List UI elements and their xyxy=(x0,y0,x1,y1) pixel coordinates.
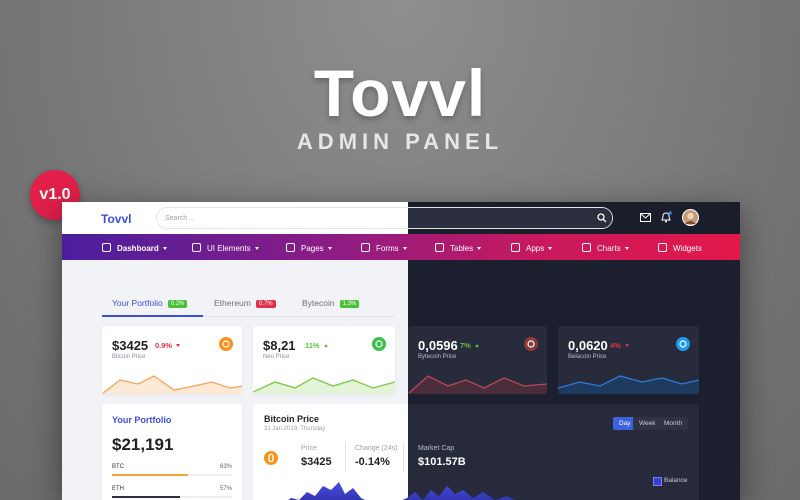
portfolio-total: $21,191 xyxy=(112,435,174,454)
divider xyxy=(345,442,346,472)
card-name: Belacoin Price xyxy=(568,354,607,360)
bitcoin-icon xyxy=(264,451,278,465)
price-card: $3425 0.9% Bitcoin Price xyxy=(102,326,242,394)
card-change: 7% xyxy=(460,342,479,350)
stat-label: Change (24s) xyxy=(355,445,398,452)
tab-underline xyxy=(102,315,203,317)
panel-date: 31 Jan 2019, Thursday xyxy=(264,426,326,432)
card-name: Bitcoin Price xyxy=(112,354,146,360)
card-change: 0.9% xyxy=(155,342,180,350)
card-change: 4% xyxy=(610,342,629,350)
menu-item[interactable]: Charts xyxy=(582,243,629,253)
stat-value: $3425 xyxy=(301,456,332,468)
tab-badge: 1.3% xyxy=(339,300,360,308)
card-name: Neo Price xyxy=(263,354,290,360)
price-card: 0,0620 4% Belacoin Price xyxy=(558,326,699,394)
portfolio-title: Your Portfolio xyxy=(112,415,172,425)
brand[interactable]: Tovvl xyxy=(101,212,132,226)
progress-bar xyxy=(112,496,181,498)
range-button[interactable]: Month xyxy=(658,417,689,430)
legend-label: Balance xyxy=(664,477,688,484)
balance-area-chart xyxy=(288,482,515,500)
tab-label: Your Portfolio xyxy=(112,298,163,308)
stat-label: Price xyxy=(301,445,317,452)
top-bar: Tovvl Search ... xyxy=(62,202,740,234)
tab[interactable]: Your Portfolio 0.2% xyxy=(112,298,188,308)
notification-icon[interactable] xyxy=(660,211,672,223)
card-value: $3425 xyxy=(112,338,149,353)
holding-label: 57% xyxy=(219,486,232,492)
menu-item[interactable]: Forms xyxy=(361,243,407,253)
menu-item[interactable]: Apps xyxy=(511,243,552,253)
progress-bar xyxy=(112,474,188,476)
tab-badge: 0.7% xyxy=(255,300,276,308)
tab[interactable]: Ethereum 0.7% xyxy=(214,299,276,308)
version-badge: v1.0 xyxy=(30,170,80,220)
holding-label: 63% xyxy=(219,464,232,470)
card-decor xyxy=(408,337,547,394)
range-button[interactable]: Day xyxy=(613,417,637,430)
hero-subtitle: ADMIN PANEL xyxy=(296,129,504,154)
nav-menu: Dashboard UI Elements Pages Forms Tables Apps… xyxy=(62,234,740,260)
portfolio-card: Your Portfolio $21,191 BTC 63% ETH 57% xyxy=(102,404,242,500)
holding-name: ETH xyxy=(112,486,124,492)
menu-item[interactable]: Dashboard xyxy=(102,243,167,253)
divider xyxy=(403,442,404,472)
user-avatar[interactable] xyxy=(682,209,699,226)
mail-icon[interactable] xyxy=(640,213,651,222)
search-placeholder: Search ... xyxy=(165,215,195,222)
menu-item[interactable]: Pages xyxy=(286,243,332,253)
range-button[interactable]: Week xyxy=(633,417,662,430)
card-decor xyxy=(102,337,242,394)
tab-label: Ethereum xyxy=(214,298,251,308)
bitcoin-panel: Bitcoin Price 31 Jan 2019, Thursday Pric… xyxy=(253,404,699,500)
card-name: Bytecoin Price xyxy=(418,354,457,360)
legend-swatch xyxy=(653,477,662,486)
search-box[interactable] xyxy=(157,208,612,228)
tab-rule xyxy=(102,316,395,317)
stat-value: -0.14% xyxy=(355,456,390,468)
holding-name: BTC xyxy=(112,464,124,470)
tab-badge: 0.2% xyxy=(167,300,188,308)
stat-label: Market Cap xyxy=(418,445,455,452)
card-change: 11% xyxy=(305,342,328,350)
tab-label: Bytecoin xyxy=(302,298,335,308)
panel-title: Bitcoin Price xyxy=(264,414,320,424)
hero-title: Tovvl xyxy=(313,56,487,130)
card-value: $8,21 xyxy=(263,338,296,353)
menu-item[interactable]: UI Elements xyxy=(192,243,259,253)
menu-item[interactable]: Tables xyxy=(435,243,481,253)
card-decor xyxy=(558,337,699,394)
card-decor xyxy=(253,337,395,394)
dashboard-window: Tovvl Search ... Dashboard UI Elements Pag… xyxy=(62,202,740,500)
price-card: 0,0596 7% Bytecoin Price xyxy=(408,326,547,394)
stat-value: $101.57B xyxy=(418,456,466,468)
card-value: 0,0620 xyxy=(568,338,608,353)
menu-item[interactable]: Widgets xyxy=(658,243,702,253)
card-value: 0,0596 xyxy=(418,338,458,353)
tab[interactable]: Bytecoin 1.3% xyxy=(302,298,360,308)
search-icon[interactable] xyxy=(597,213,607,223)
price-card: $8,21 11% Neo Price xyxy=(253,326,395,394)
